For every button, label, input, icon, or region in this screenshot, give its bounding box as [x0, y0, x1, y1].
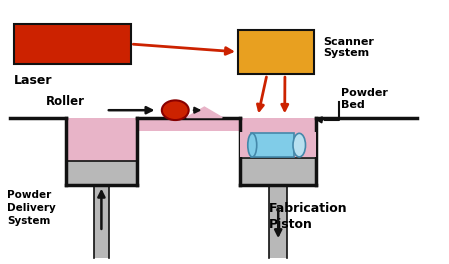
Bar	[238, 30, 314, 74]
Bar	[66, 161, 137, 185]
Bar	[240, 132, 316, 157]
Text: Powder
Bed: Powder Bed	[341, 88, 388, 110]
Ellipse shape	[293, 133, 305, 157]
Bar	[14, 24, 131, 64]
Bar	[269, 185, 287, 258]
Polygon shape	[186, 107, 222, 117]
Ellipse shape	[162, 100, 189, 120]
Text: Roller: Roller	[45, 95, 84, 108]
Text: Laser: Laser	[14, 74, 53, 87]
Text: Fabrication
Piston: Fabrication Piston	[269, 202, 348, 230]
Text: Scanner
System: Scanner System	[323, 37, 374, 58]
Ellipse shape	[248, 133, 257, 157]
Bar	[240, 158, 316, 185]
Bar	[66, 117, 137, 161]
Bar	[251, 133, 294, 157]
Bar	[137, 117, 240, 131]
Text: Powder
Delivery
System: Powder Delivery System	[8, 190, 56, 226]
Bar	[240, 117, 316, 143]
Bar	[93, 185, 109, 258]
